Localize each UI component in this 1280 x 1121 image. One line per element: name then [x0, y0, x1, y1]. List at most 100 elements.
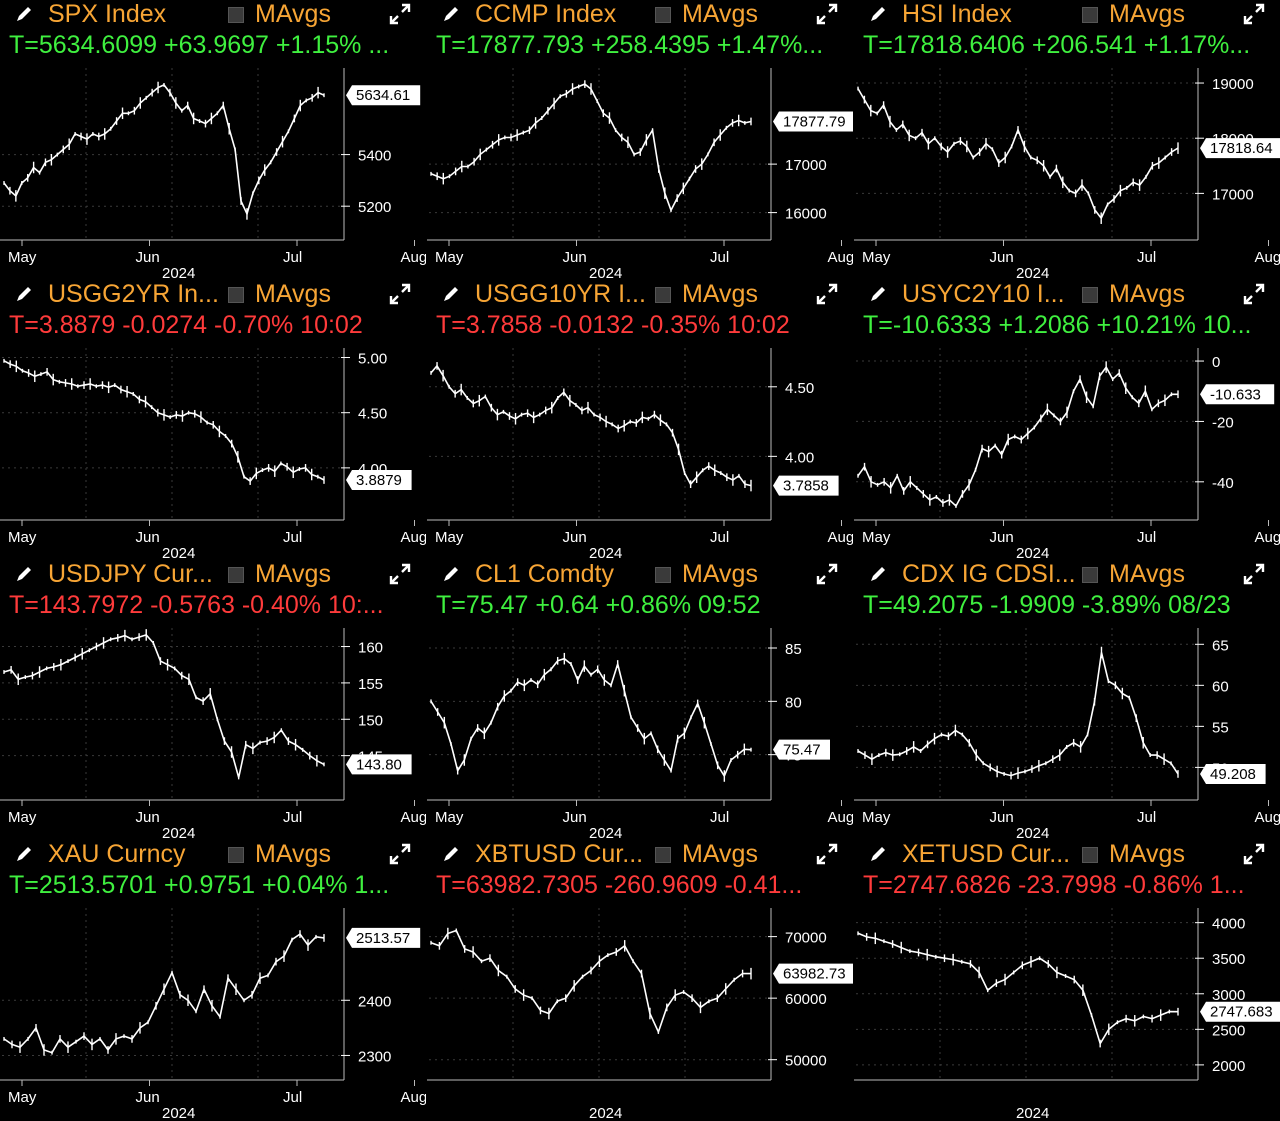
expand-icon[interactable] — [1242, 562, 1266, 586]
y-tick-label: 17000 — [1212, 186, 1254, 203]
checkbox-icon[interactable] — [1082, 287, 1098, 303]
month-label: Jul — [1137, 809, 1156, 826]
month-label: Aug — [401, 809, 427, 826]
expand-icon-shape — [816, 3, 838, 25]
panel-header: USDJPY Cur... MAvgs — [0, 560, 426, 590]
ticker-title[interactable]: CL1 Comdty — [475, 560, 614, 588]
ticker-title[interactable]: XETUSD Cur... — [902, 840, 1071, 868]
pencil-icon[interactable] — [868, 844, 888, 864]
quote-line: T=49.2075 -1.9909 -3.89% 08/23 — [863, 591, 1231, 619]
checkbox-icon[interactable] — [1082, 7, 1098, 23]
mavgs-toggle-label[interactable]: MAvgs — [1109, 560, 1185, 588]
quote-line: T=3.7858 -0.0132 -0.35% 10:02 — [436, 311, 790, 339]
expand-icon[interactable] — [815, 282, 839, 306]
month-label: Aug — [828, 249, 854, 266]
last-price-box — [346, 754, 412, 775]
expand-icon[interactable] — [388, 842, 412, 866]
ticker-title[interactable]: CDX IG CDSI... — [902, 560, 1076, 588]
expand-icon[interactable] — [388, 2, 412, 26]
mavgs-toggle-label[interactable]: MAvgs — [1109, 840, 1185, 868]
pencil-icon[interactable] — [14, 564, 34, 584]
ticker-title[interactable]: USYC2Y10 I... — [902, 280, 1065, 308]
last-price-label: 5634.61 — [356, 87, 410, 104]
pencil-icon[interactable] — [441, 4, 461, 24]
month-label: May — [862, 529, 891, 546]
checkbox-icon[interactable] — [228, 847, 244, 863]
month-label: Jul — [1137, 249, 1156, 266]
expand-icon[interactable] — [388, 562, 412, 586]
ticker-title[interactable]: XAU Curncy — [48, 840, 186, 868]
checkbox-icon[interactable] — [655, 287, 671, 303]
mavgs-toggle-label[interactable]: MAvgs — [255, 0, 331, 28]
expand-icon[interactable] — [1242, 282, 1266, 306]
month-label: Jun — [563, 809, 587, 826]
year-label: 2024 — [1016, 1105, 1049, 1120]
price-line — [857, 88, 1179, 220]
price-line — [430, 929, 752, 1035]
chart-panel: XAU Curncy MAvgs T=2513.5701 +0.9751 +0.04… — [0, 840, 426, 1120]
expand-icon[interactable] — [815, 562, 839, 586]
mavgs-toggle-label[interactable]: MAvgs — [1109, 280, 1185, 308]
pencil-icon[interactable] — [868, 564, 888, 584]
checkbox-icon[interactable] — [655, 567, 671, 583]
y-tick-label: 0 — [1212, 354, 1220, 371]
ticker-title[interactable]: USDJPY Cur... — [48, 560, 213, 588]
mavgs-toggle-label[interactable]: MAvgs — [682, 280, 758, 308]
month-label: Jul — [710, 809, 729, 826]
year-label: 2024 — [589, 1105, 622, 1120]
mavgs-toggle-label[interactable]: MAvgs — [1109, 0, 1185, 28]
pencil-icon[interactable] — [14, 284, 34, 304]
expand-icon[interactable] — [1242, 842, 1266, 866]
checkbox-icon[interactable] — [655, 847, 671, 863]
month-label: Jul — [283, 529, 302, 546]
pencil-icon[interactable] — [868, 4, 888, 24]
ticker-title[interactable]: USGG10YR I... — [475, 280, 646, 308]
ticker-title[interactable]: HSI Index — [902, 0, 1012, 28]
month-label: May — [8, 529, 37, 546]
y-tick-label: 60 — [1212, 678, 1229, 695]
year-label: 2024 — [162, 825, 195, 840]
panel-header: XETUSD Cur... MAvgs — [854, 840, 1280, 870]
checkbox-icon[interactable] — [655, 7, 671, 23]
checkbox-icon[interactable] — [228, 287, 244, 303]
month-label: Aug — [401, 529, 427, 546]
ticker-title[interactable]: SPX Index — [48, 0, 167, 28]
month-label: Aug — [1255, 809, 1280, 826]
mavgs-toggle-label[interactable]: MAvgs — [255, 280, 331, 308]
checkbox-icon[interactable] — [1082, 847, 1098, 863]
last-price-box — [1200, 763, 1266, 784]
checkbox-icon[interactable] — [228, 567, 244, 583]
expand-icon[interactable] — [815, 2, 839, 26]
last-price-box — [346, 85, 421, 106]
month-label: Aug — [828, 809, 854, 826]
mavgs-toggle-label[interactable]: MAvgs — [682, 560, 758, 588]
mavgs-toggle-label[interactable]: MAvgs — [682, 0, 758, 28]
mavgs-toggle-label[interactable]: MAvgs — [255, 560, 331, 588]
expand-icon[interactable] — [1242, 2, 1266, 26]
price-chart: 2400 2300 2513.57 May Jun Jul Aug 2024 — [0, 908, 426, 1120]
panel-header: USGG10YR I... MAvgs — [427, 280, 853, 310]
chart-panel: USYC2Y10 I... MAvgs T=-10.6333 +1.2086 +10… — [854, 280, 1280, 560]
expand-icon[interactable] — [388, 282, 412, 306]
y-tick-label: 2000 — [1212, 1058, 1245, 1075]
checkbox-icon[interactable] — [228, 7, 244, 23]
chart-panel: USDJPY Cur... MAvgs T=143.7972 -0.5763 -0.… — [0, 560, 426, 840]
panel-header: USGG2YR In... MAvgs — [0, 280, 426, 310]
mavgs-toggle-label[interactable]: MAvgs — [682, 840, 758, 868]
y-tick-label: 4000 — [1212, 916, 1245, 933]
ticker-title[interactable]: USGG2YR In... — [48, 280, 219, 308]
pencil-icon[interactable] — [441, 844, 461, 864]
ticker-title[interactable]: CCMP Index — [475, 0, 617, 28]
pencil-icon[interactable] — [868, 284, 888, 304]
expand-icon[interactable] — [815, 842, 839, 866]
last-price-box — [773, 739, 830, 760]
pencil-icon[interactable] — [441, 564, 461, 584]
last-price-box — [346, 927, 421, 948]
pencil-icon[interactable] — [14, 844, 34, 864]
pencil-icon[interactable] — [441, 284, 461, 304]
month-label: May — [435, 529, 464, 546]
pencil-icon[interactable] — [14, 4, 34, 24]
checkbox-icon[interactable] — [1082, 567, 1098, 583]
ticker-title[interactable]: XBTUSD Cur... — [475, 840, 644, 868]
mavgs-toggle-label[interactable]: MAvgs — [255, 840, 331, 868]
